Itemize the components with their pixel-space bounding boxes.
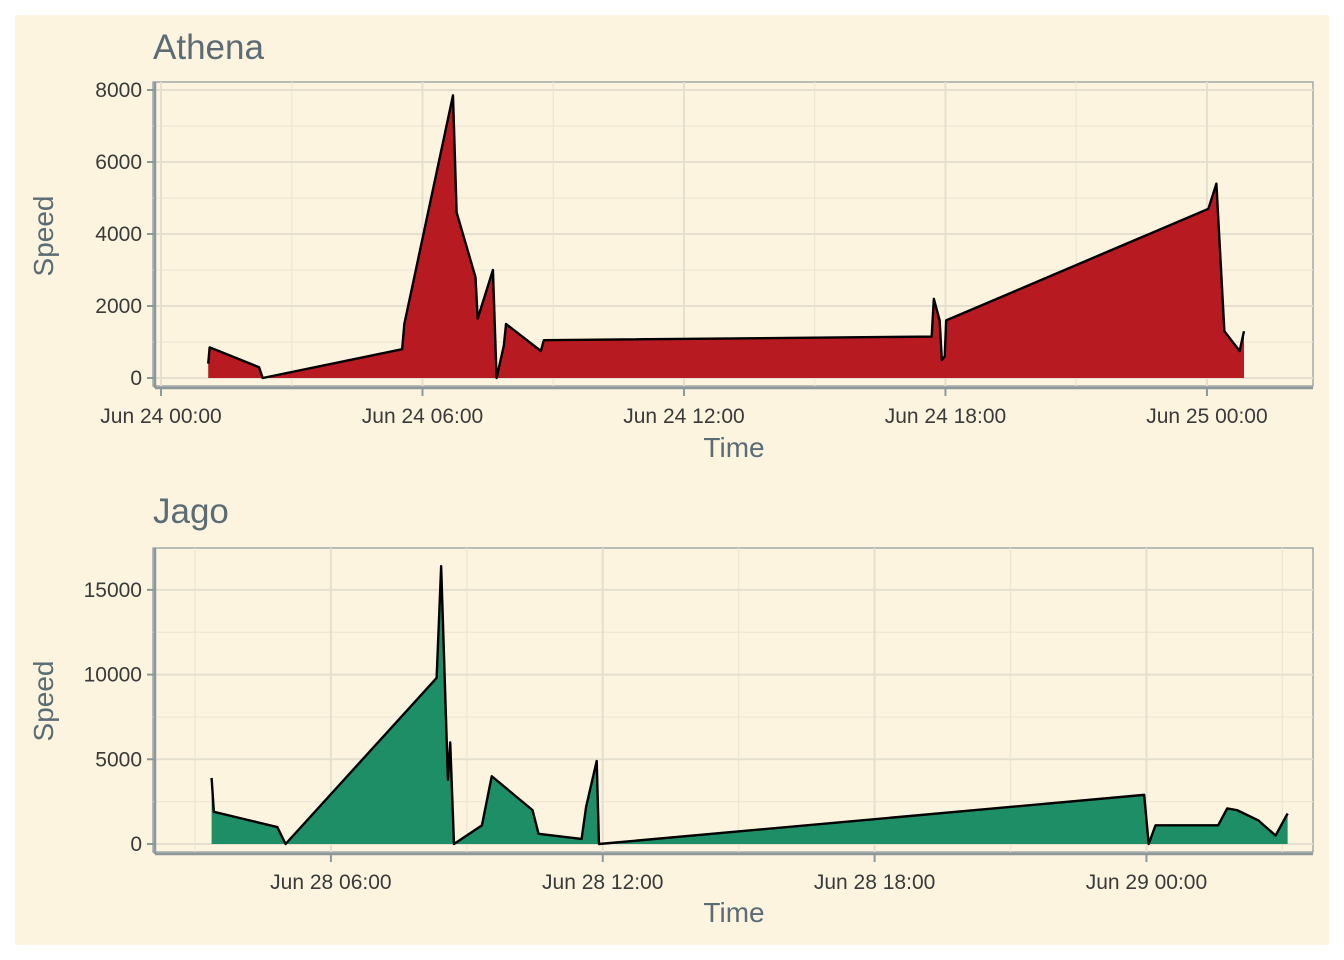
jago-y-tick-label: 10000 (84, 664, 142, 687)
jago-chart: Jago 0 5000 10000 15000 Jun 28 06:00 Jun 28 1… (28, 492, 1314, 928)
chart-canvas: Athena 0 2000 4000 6000 8000 Jun 24 00:00 Jun … (28, 28, 1314, 928)
athena-x-axis-title: Time (703, 432, 764, 463)
athena-x-tick-label: Jun 25 00:00 (1146, 405, 1267, 428)
athena-title: Athena (153, 28, 264, 67)
athena-y-tick-label: 2000 (95, 295, 142, 318)
figure-panel: Athena 0 2000 4000 6000 8000 Jun 24 00:00 Jun … (15, 15, 1329, 945)
jago-area-fill (211, 566, 1288, 844)
athena-x-tick-label: Jun 24 06:00 (362, 405, 483, 428)
athena-y-tick-label: 8000 (95, 79, 142, 102)
jago-y-tick-label: 5000 (95, 748, 142, 771)
athena-area-fill (208, 95, 1244, 379)
athena-series-line (207, 94, 1246, 380)
jago-y-axis-title: Speed (28, 661, 59, 742)
jago-plot-area: 0 5000 10000 15000 Jun 28 06:00 Jun 28 12:00 J… (84, 547, 1314, 894)
jago-x-tick-label: Jun 29 00:00 (1086, 871, 1207, 894)
athena-x-tick-label: Jun 24 18:00 (885, 405, 1006, 428)
jago-x-axis-title: Time (703, 897, 764, 928)
athena-x-tick-label: Jun 24 00:00 (100, 405, 221, 428)
athena-y-axis-title: Speed (28, 196, 59, 277)
jago-x-tick-label: Jun 28 06:00 (270, 871, 391, 894)
athena-chart: Athena 0 2000 4000 6000 8000 Jun 24 00:00 Jun … (28, 28, 1314, 463)
athena-y-tick-label: 0 (130, 367, 142, 390)
athena-plot-area: 0 2000 4000 6000 8000 Jun 24 00:00 Jun 24 06:0… (95, 79, 1314, 428)
jago-x-tick-label: Jun 28 12:00 (542, 871, 663, 894)
athena-y-tick-label: 4000 (95, 223, 142, 246)
jago-y-tick-label: 0 (130, 833, 142, 856)
athena-y-tick-label: 6000 (95, 151, 142, 174)
jago-series-line (210, 564, 1289, 846)
jago-panel-border (152, 547, 1314, 853)
jago-y-tick-label: 15000 (84, 579, 142, 602)
jago-title: Jago (153, 492, 229, 531)
athena-x-tick-label: Jun 24 12:00 (623, 405, 744, 428)
jago-x-tick-label: Jun 28 18:00 (814, 871, 935, 894)
